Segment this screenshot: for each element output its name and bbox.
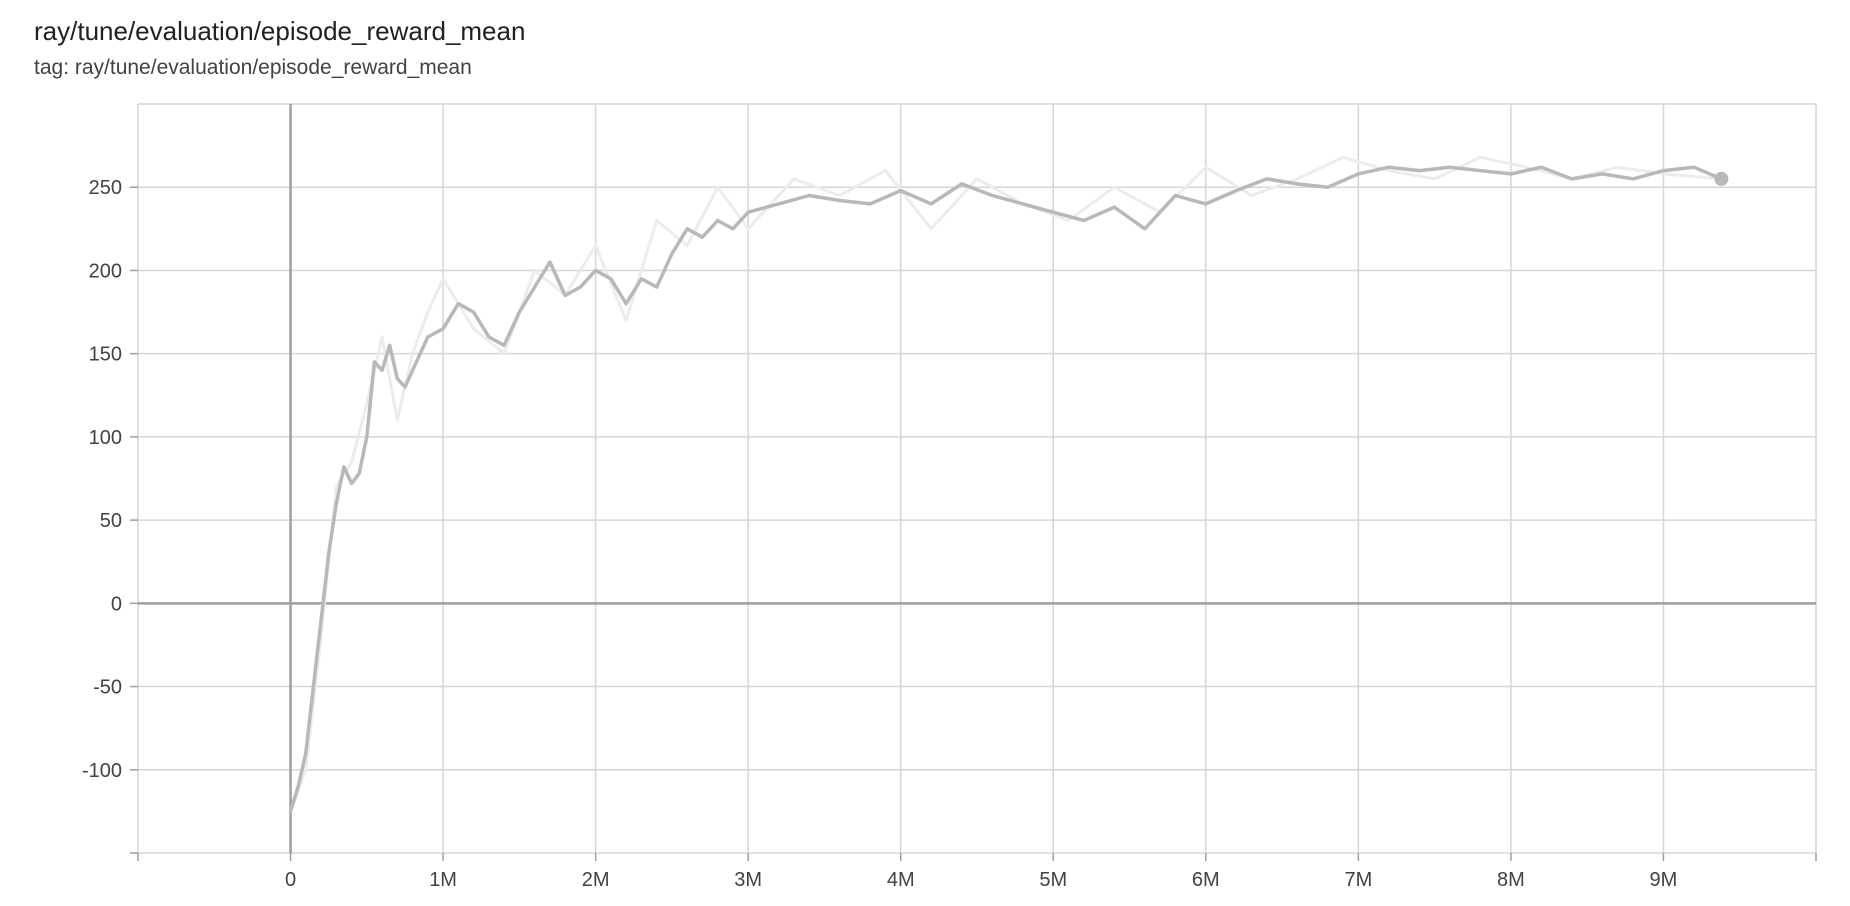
chart-title: ray/tune/evaluation/episode_reward_mean [34, 16, 526, 46]
raw-series-line [289, 155, 1723, 813]
y-tick-label: -50 [93, 677, 122, 699]
x-tick-label: 6M [1192, 869, 1220, 891]
x-tick-label: 2M [582, 869, 610, 891]
x-tick-label: 0 [285, 869, 296, 891]
y-tick-label: 100 [89, 427, 122, 449]
x-tick-label: 5M [1039, 869, 1067, 891]
tick-labels: 0 1M 2M 3M 4M 5M 6M 7M 8M 9M -100 -50 0 50 100 150 200 25… [82, 177, 1677, 891]
series-end-point[interactable] [1714, 171, 1729, 186]
y-tick-label: 150 [89, 344, 122, 366]
y-tick-label: -100 [82, 760, 122, 782]
series-layer [288, 155, 1729, 814]
x-tick-label: 4M [887, 869, 915, 891]
axis-layer [130, 104, 1817, 861]
grid-layer [137, 103, 1817, 854]
y-tick-label: 200 [89, 260, 122, 282]
chart-tag-subtitle: tag: ray/tune/evaluation/episode_reward_… [34, 56, 472, 79]
x-tick-label: 1M [429, 869, 457, 891]
smoothed-series-line [288, 165, 1724, 814]
x-tick-label: 3M [734, 869, 762, 891]
y-tick-label: 0 [111, 593, 122, 615]
x-tick-label: 8M [1497, 869, 1525, 891]
x-tick-label: 7M [1344, 869, 1372, 891]
y-tick-label: 250 [89, 177, 122, 199]
y-tick-label: 50 [100, 510, 122, 532]
x-tick-label: 9M [1650, 869, 1678, 891]
